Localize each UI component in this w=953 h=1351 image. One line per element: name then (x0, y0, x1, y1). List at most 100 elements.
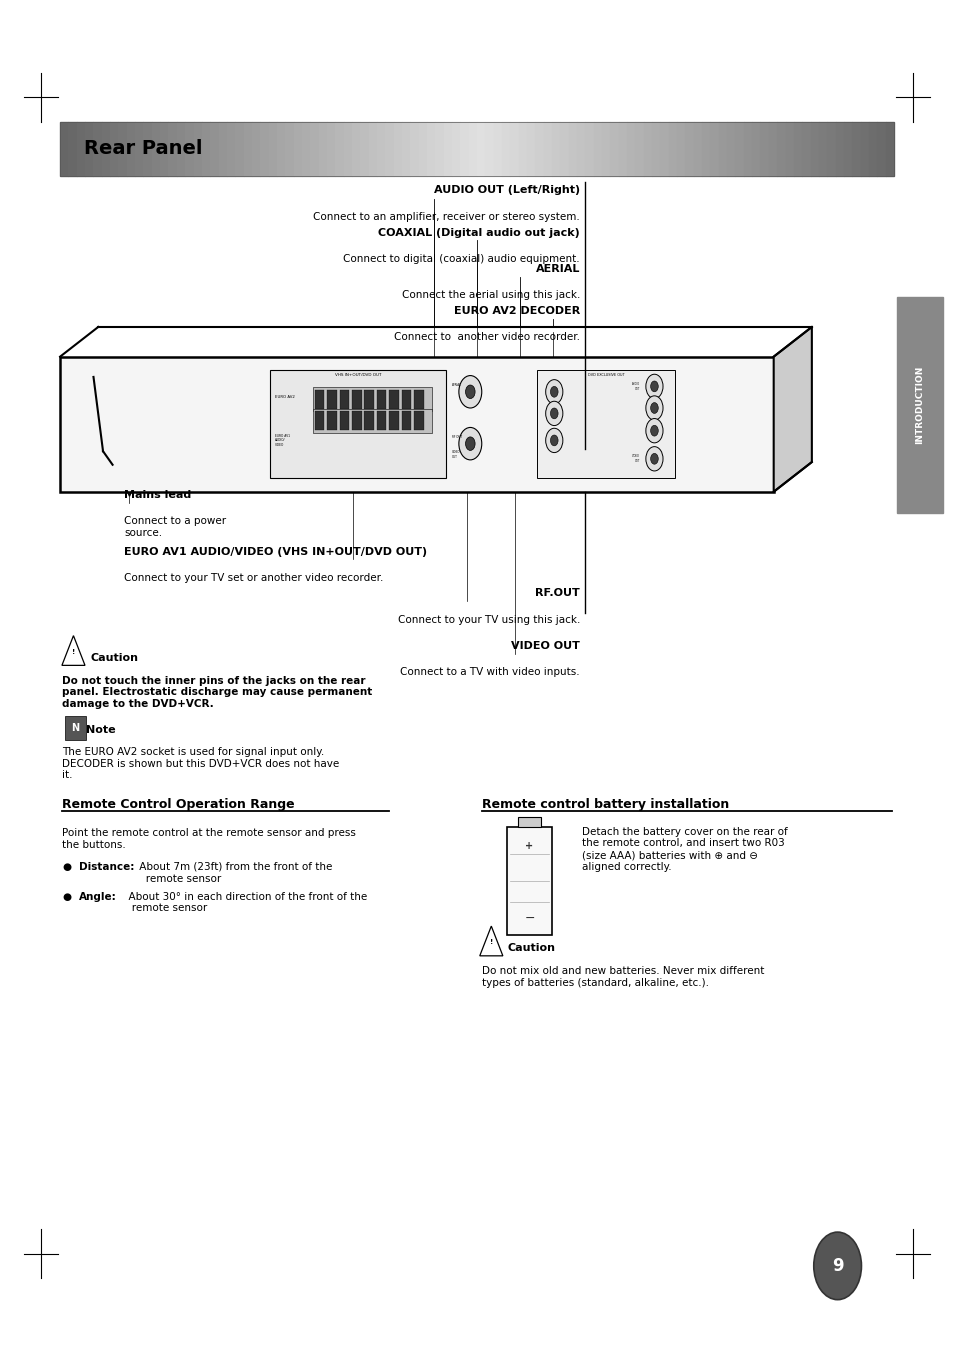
Text: VIDEO
OUT: VIDEO OUT (452, 450, 460, 459)
Text: Do not mix old and new batteries. Never mix different
types of batteries (standa: Do not mix old and new batteries. Never … (481, 966, 763, 988)
Text: Remote control battery installation: Remote control battery installation (481, 797, 728, 811)
Bar (427, 122, 435, 176)
Bar (385, 122, 394, 176)
Bar (768, 122, 777, 176)
Text: COAXIAL (Digital audio out jack): COAXIAL (Digital audio out jack) (378, 228, 579, 238)
Bar (160, 122, 169, 176)
Bar (364, 411, 374, 430)
Bar (376, 411, 386, 430)
Bar (685, 122, 693, 176)
Bar (585, 122, 593, 176)
Bar (394, 122, 401, 176)
Bar (269, 122, 276, 176)
Bar (501, 122, 510, 176)
Bar (260, 122, 269, 176)
Circle shape (465, 385, 475, 399)
Bar (352, 389, 361, 408)
Bar (318, 122, 327, 176)
Bar (810, 122, 818, 176)
Bar (517, 817, 540, 827)
Text: ●: ● (62, 862, 71, 871)
Bar (677, 122, 685, 176)
Bar (301, 122, 310, 176)
Bar (526, 122, 535, 176)
Text: Connect to your TV set or another video recorder.: Connect to your TV set or another video … (124, 573, 383, 582)
Bar (376, 389, 386, 408)
Bar (65, 716, 86, 740)
Bar (435, 122, 443, 176)
Bar (227, 122, 235, 176)
Bar (793, 122, 801, 176)
Bar (76, 122, 85, 176)
Bar (843, 122, 851, 176)
Circle shape (650, 454, 658, 465)
Bar (360, 122, 368, 176)
Bar (327, 389, 336, 408)
Bar (294, 122, 301, 176)
Bar (801, 122, 810, 176)
Bar (726, 122, 735, 176)
Text: The EURO AV2 socket is used for signal input only.
DECODER is shown but this DVD: The EURO AV2 socket is used for signal i… (62, 747, 339, 781)
Bar (352, 122, 360, 176)
Circle shape (645, 447, 662, 471)
Bar (102, 122, 110, 176)
Bar (452, 122, 460, 176)
Text: INTRODUCTION: INTRODUCTION (914, 366, 923, 444)
Bar (668, 122, 677, 176)
Bar (376, 122, 385, 176)
Bar (389, 411, 398, 430)
Bar (364, 389, 374, 408)
Bar (443, 122, 452, 176)
Text: Angle:: Angle: (79, 892, 117, 901)
Bar (60, 357, 773, 492)
Bar (118, 122, 127, 176)
Bar (60, 122, 69, 176)
Circle shape (650, 381, 658, 392)
Text: VIDEO
OUT: VIDEO OUT (632, 454, 639, 463)
Bar (368, 122, 376, 176)
Text: Point the remote control at the remote sensor and press
the buttons.: Point the remote control at the remote s… (62, 828, 355, 850)
Text: VHS IN+OUT/DVD OUT: VHS IN+OUT/DVD OUT (335, 373, 381, 377)
Text: −: − (523, 912, 535, 925)
Bar (389, 389, 398, 408)
Text: AERIAL: AERIAL (535, 265, 579, 274)
Bar (343, 122, 352, 176)
Bar (884, 122, 893, 176)
Circle shape (545, 380, 562, 404)
Circle shape (650, 426, 658, 436)
Text: AUDIO
OUT: AUDIO OUT (631, 382, 639, 390)
Bar (127, 122, 135, 176)
Bar (860, 122, 868, 176)
Text: Mains lead: Mains lead (124, 490, 191, 500)
Bar (252, 122, 260, 176)
Text: DVD EXCLUSIVE OUT: DVD EXCLUSIVE OUT (587, 373, 624, 377)
Bar (485, 122, 493, 176)
Text: EURO AV2: EURO AV2 (274, 396, 294, 399)
Bar (659, 122, 668, 176)
Bar (460, 122, 468, 176)
Circle shape (545, 401, 562, 426)
Bar (760, 122, 768, 176)
Bar (414, 411, 423, 430)
Bar (401, 122, 410, 176)
Bar (635, 122, 643, 176)
Bar (143, 122, 152, 176)
Text: Do not touch the inner pins of the jacks on the rear
panel. Electrostatic discha: Do not touch the inner pins of the jacks… (62, 676, 372, 709)
Bar (476, 122, 485, 176)
Bar (218, 122, 227, 176)
Bar (643, 122, 652, 176)
Bar (559, 122, 568, 176)
Bar (410, 122, 418, 176)
Bar (751, 122, 760, 176)
Bar (339, 411, 349, 430)
Bar (60, 122, 893, 176)
Text: About 7m (23ft) from the front of the
   remote sensor: About 7m (23ft) from the front of the re… (136, 862, 333, 884)
Text: 9: 9 (831, 1256, 842, 1275)
Bar (327, 411, 336, 430)
Text: AUDIO OUT (Left/Right): AUDIO OUT (Left/Right) (434, 185, 579, 195)
Bar (552, 122, 559, 176)
Circle shape (545, 428, 562, 453)
Bar (535, 122, 543, 176)
Text: RF.OUT: RF.OUT (535, 589, 579, 598)
Bar (851, 122, 860, 176)
